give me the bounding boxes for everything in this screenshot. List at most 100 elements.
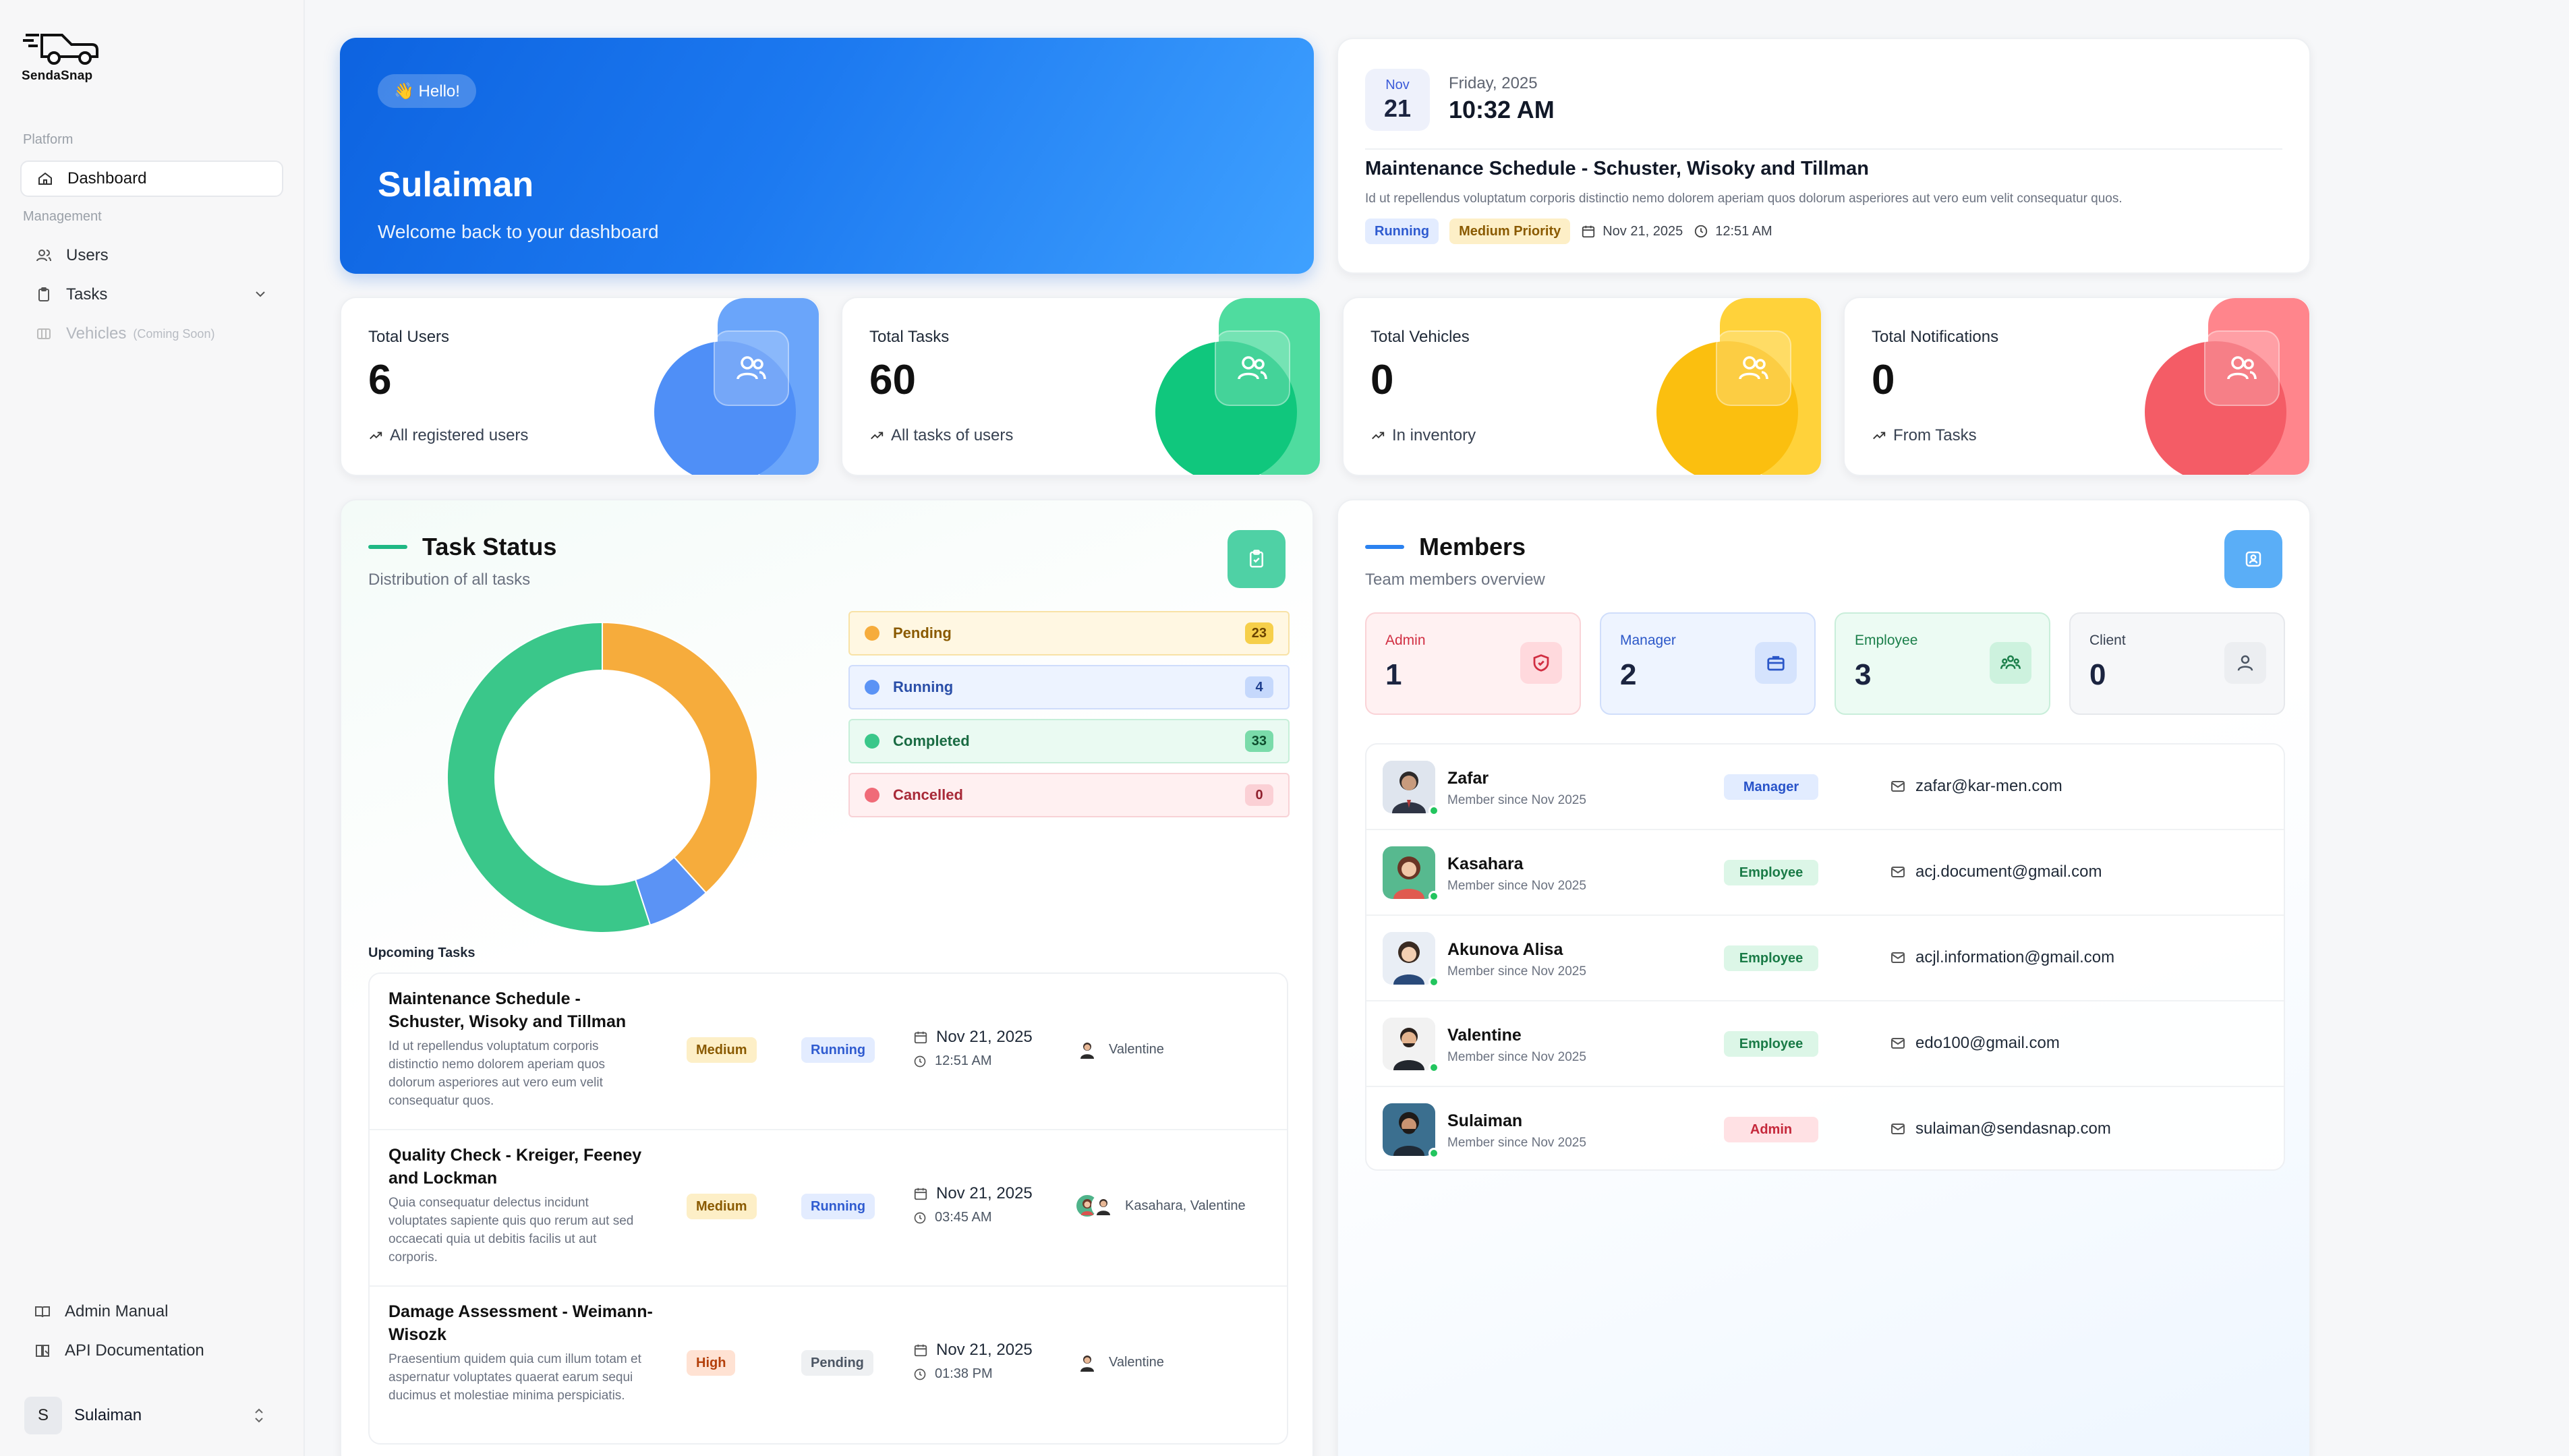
- schedule-time: 12:51 AM: [1694, 224, 1772, 239]
- chevron-up-down-icon[interactable]: [251, 1407, 267, 1429]
- task-time-text: 01:38 PM: [935, 1366, 993, 1381]
- sidebar-item-tasks[interactable]: Tasks: [20, 276, 283, 313]
- list-item[interactable]: Kasahara Member since Nov 2025 Employee …: [1366, 830, 2284, 916]
- task-date-text: Nov 21, 2025: [936, 1028, 1033, 1046]
- section-title: Members: [1419, 533, 1526, 560]
- task-row[interactable]: Maintenance Schedule - Schuster, Wisoky …: [370, 974, 1287, 1130]
- avatar: [1383, 761, 1435, 813]
- sidebar-item-users[interactable]: Users: [20, 237, 283, 274]
- legend-dot: [865, 788, 879, 803]
- member-email[interactable]: acjl.information@gmail.com: [1890, 948, 2114, 967]
- legend-item-completed[interactable]: Completed 33: [848, 719, 1290, 763]
- calendar-icon: [914, 1031, 927, 1044]
- role-label: Manager: [1620, 633, 1676, 648]
- task-assignee: Kasahara, Valentine: [1075, 1194, 1246, 1218]
- person-icon: [2224, 642, 2266, 684]
- list-item[interactable]: Zafar Member since Nov 2025 Manager zafa…: [1366, 745, 2284, 830]
- docs-icon: [34, 1342, 51, 1360]
- stat-total-tasks[interactable]: Total Tasks 60 All tasks of users: [841, 297, 1321, 476]
- task-assignee: Valentine: [1075, 1350, 1164, 1374]
- legend-item-cancelled[interactable]: Cancelled 0: [848, 773, 1290, 817]
- book-icon: [34, 1303, 51, 1320]
- avatar: [1383, 846, 1435, 899]
- list-item[interactable]: Sulaiman Member since Nov 2025 Admin sul…: [1366, 1087, 2284, 1169]
- sidebar-item-dashboard[interactable]: Dashboard: [20, 161, 283, 197]
- priority-badge: High: [687, 1350, 736, 1376]
- member-email[interactable]: acj.document@gmail.com: [1890, 863, 2102, 881]
- divider: [1365, 148, 2282, 150]
- member-name: Kasahara: [1447, 854, 1524, 873]
- task-date: Nov 21, 2025: [913, 1028, 1033, 1047]
- user-menu[interactable]: S Sulaiman: [20, 1395, 283, 1436]
- calendar-icon: [914, 1344, 927, 1357]
- task-title[interactable]: Quality Check - Kreiger, Feeney and Lock…: [388, 1146, 642, 1188]
- task-row[interactable]: Damage Assessment - Weimann-Wisozk Praes…: [370, 1287, 1287, 1443]
- accent-bar: [368, 545, 407, 549]
- stat-label: Total Notifications: [1872, 328, 1999, 346]
- role-label: Admin: [1385, 633, 1426, 648]
- stat-footnote: In inventory: [1370, 426, 1476, 445]
- chevron-down-icon[interactable]: [252, 286, 268, 307]
- assignee-name: Valentine: [1109, 1041, 1164, 1057]
- task-date: Nov 21, 2025: [913, 1184, 1033, 1203]
- members-button[interactable]: [2224, 530, 2282, 588]
- status-badge: Pending: [801, 1350, 873, 1376]
- sidebar-item-admin-manual[interactable]: Admin Manual: [20, 1295, 283, 1329]
- calendar-icon: [914, 1188, 927, 1200]
- task-row[interactable]: Quality Check - Kreiger, Feeney and Lock…: [370, 1130, 1287, 1287]
- welcome-subtitle: Welcome back to your dashboard: [378, 221, 659, 242]
- task-description: Praesentium quidem quia cum illum totam …: [388, 1352, 641, 1403]
- date-weekday: Friday, 2025: [1449, 74, 1538, 92]
- stat-footnote: All tasks of users: [869, 426, 1013, 445]
- member-since: Member since Nov 2025: [1447, 964, 1586, 979]
- role-card-admin[interactable]: Admin 1: [1365, 612, 1581, 715]
- section-subtitle: Distribution of all tasks: [368, 571, 531, 589]
- task-title[interactable]: Maintenance Schedule - Schuster, Wisoky …: [388, 989, 627, 1031]
- role-card-manager[interactable]: Manager 2: [1600, 612, 1816, 715]
- avatar: [1383, 932, 1435, 985]
- trend-up-icon: [370, 432, 382, 440]
- list-item[interactable]: Akunova Alisa Member since Nov 2025 Empl…: [1366, 916, 2284, 1001]
- member-email-text: sulaiman@sendasnap.com: [1915, 1119, 2111, 1138]
- list-item[interactable]: Valentine Member since Nov 2025 Employee…: [1366, 1001, 2284, 1087]
- role-count: 0: [2089, 658, 2106, 691]
- task-date-text: Nov 21, 2025: [936, 1341, 1033, 1359]
- sidebar-item-api-docs[interactable]: API Documentation: [20, 1334, 283, 1368]
- role-card-employee[interactable]: Employee 3: [1835, 612, 2050, 715]
- mail-icon: [1891, 781, 1905, 792]
- sidebar-item-vehicles: Vehicles (Coming Soon): [20, 316, 283, 352]
- member-name: Valentine: [1447, 1026, 1522, 1045]
- legend-dot: [865, 680, 879, 695]
- task-description: Quia consequatur delectus incidunt volup…: [388, 1196, 634, 1264]
- stat-total-notifications[interactable]: Total Notifications 0 From Tasks: [1843, 297, 2311, 476]
- role-card-client[interactable]: Client 0: [2069, 612, 2285, 715]
- stat-total-vehicles[interactable]: Total Vehicles 0 In inventory: [1342, 297, 1822, 476]
- current-time: 10:32 AM: [1449, 96, 1555, 123]
- member-email[interactable]: edo100@gmail.com: [1890, 1034, 2060, 1053]
- legend-item-running[interactable]: Running 4: [848, 665, 1290, 709]
- schedule-title[interactable]: Maintenance Schedule - Schuster, Wisoky …: [1365, 158, 1869, 179]
- stat-total-users[interactable]: Total Users 6 All registered users: [340, 297, 820, 476]
- accent-bar: [1365, 545, 1404, 549]
- task-status-button[interactable]: [1228, 530, 1286, 588]
- legend-item-pending[interactable]: Pending 23: [848, 611, 1290, 656]
- mail-icon: [1891, 1124, 1905, 1134]
- sidebar: SendaSnap Platform Dashboard Management …: [0, 0, 305, 1456]
- brand-logo[interactable]: SendaSnap: [22, 30, 103, 84]
- task-title[interactable]: Damage Assessment - Weimann-Wisozk: [388, 1302, 653, 1344]
- schedule-date-text: Nov 21, 2025: [1603, 223, 1683, 239]
- member-email[interactable]: zafar@kar-men.com: [1890, 777, 2062, 796]
- task-time: 03:45 AM: [913, 1210, 992, 1225]
- online-status-dot: [1428, 1062, 1439, 1073]
- next-schedule-card[interactable]: Nov 21 Friday, 2025 10:32 AM Maintenance…: [1337, 38, 2311, 274]
- vehicle-icon: [35, 325, 53, 343]
- task-date-text: Nov 21, 2025: [936, 1184, 1033, 1202]
- stat-foot-text: From Tasks: [1893, 426, 1977, 444]
- member-email[interactable]: sulaiman@sendasnap.com: [1890, 1119, 2111, 1138]
- avatar: S: [24, 1397, 62, 1434]
- online-status-dot: [1428, 977, 1439, 987]
- legend-dot: [865, 626, 879, 641]
- footer-item-label: API Documentation: [65, 1341, 204, 1360]
- online-status-dot: [1428, 1148, 1439, 1159]
- logo-icon: [23, 34, 98, 65]
